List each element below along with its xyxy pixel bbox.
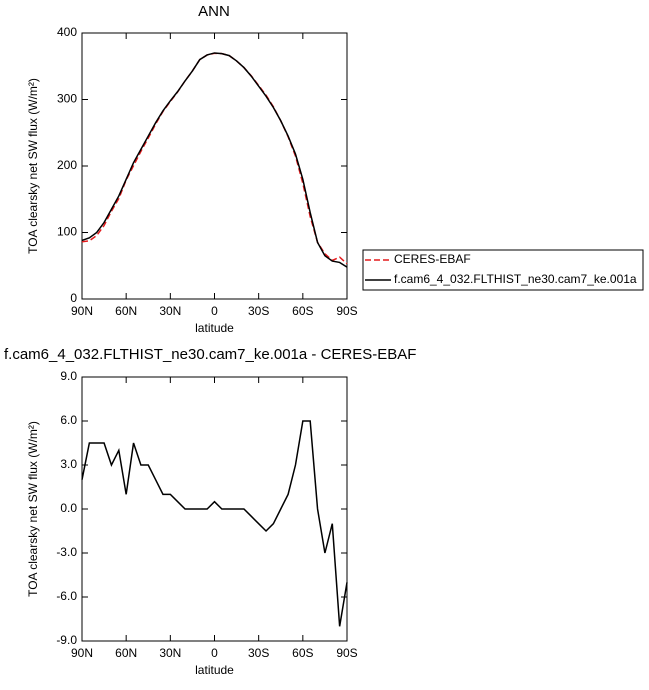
x-axis-label: latitude [195,663,234,677]
y-tick-label: 300 [57,92,77,106]
y-tick-label: 200 [57,158,77,172]
y-tick-label: 0 [70,291,77,305]
x-tick-label: 60N [115,646,137,660]
chart-title: f.cam6_4_032.FLTHIST_ne30.cam7_ke.001a -… [4,346,416,363]
x-tick-label: 90N [71,646,93,660]
y-tick-label: -6.0 [56,589,77,603]
y-tick-label: -9.0 [56,633,77,647]
x-tick-label: 30N [159,646,181,660]
x-tick-label: 0 [211,304,218,318]
y-axis-label: TOA clearsky net SW flux (W/m²) [26,421,40,597]
y-tick-label: 100 [57,225,77,239]
legend-box [362,249,644,291]
x-tick-label: 60N [115,304,137,318]
chart-title: ANN [198,3,230,20]
x-tick-label: 90S [336,646,357,660]
data-line [81,52,348,268]
legend-label: f.cam6_4_032.FLTHIST_ne30.cam7_ke.001a [394,272,637,286]
x-tick-label: 60S [292,304,313,318]
y-tick-label: -3.0 [56,545,77,559]
plot-frame [81,32,348,300]
x-tick-label: 30S [248,646,269,660]
data-line [81,420,348,627]
x-tick-label: 30N [159,304,181,318]
x-tick-label: 0 [211,646,218,660]
y-axis-label: TOA clearsky net SW flux (W/m²) [26,78,40,254]
x-tick-label: 60S [292,646,313,660]
y-tick-label: 400 [57,25,77,39]
x-tick-label: 90N [71,304,93,318]
x-tick-label: 30S [248,304,269,318]
plot-frame [81,376,348,642]
legend-label: CERES-EBAF [394,252,471,266]
y-tick-label: 0.0 [60,501,77,515]
y-tick-label: 3.0 [60,457,77,471]
x-axis-label: latitude [195,321,234,335]
data-line [81,52,348,265]
x-tick-label: 90S [336,304,357,318]
y-tick-label: 6.0 [60,413,77,427]
y-tick-label: 9.0 [60,369,77,383]
